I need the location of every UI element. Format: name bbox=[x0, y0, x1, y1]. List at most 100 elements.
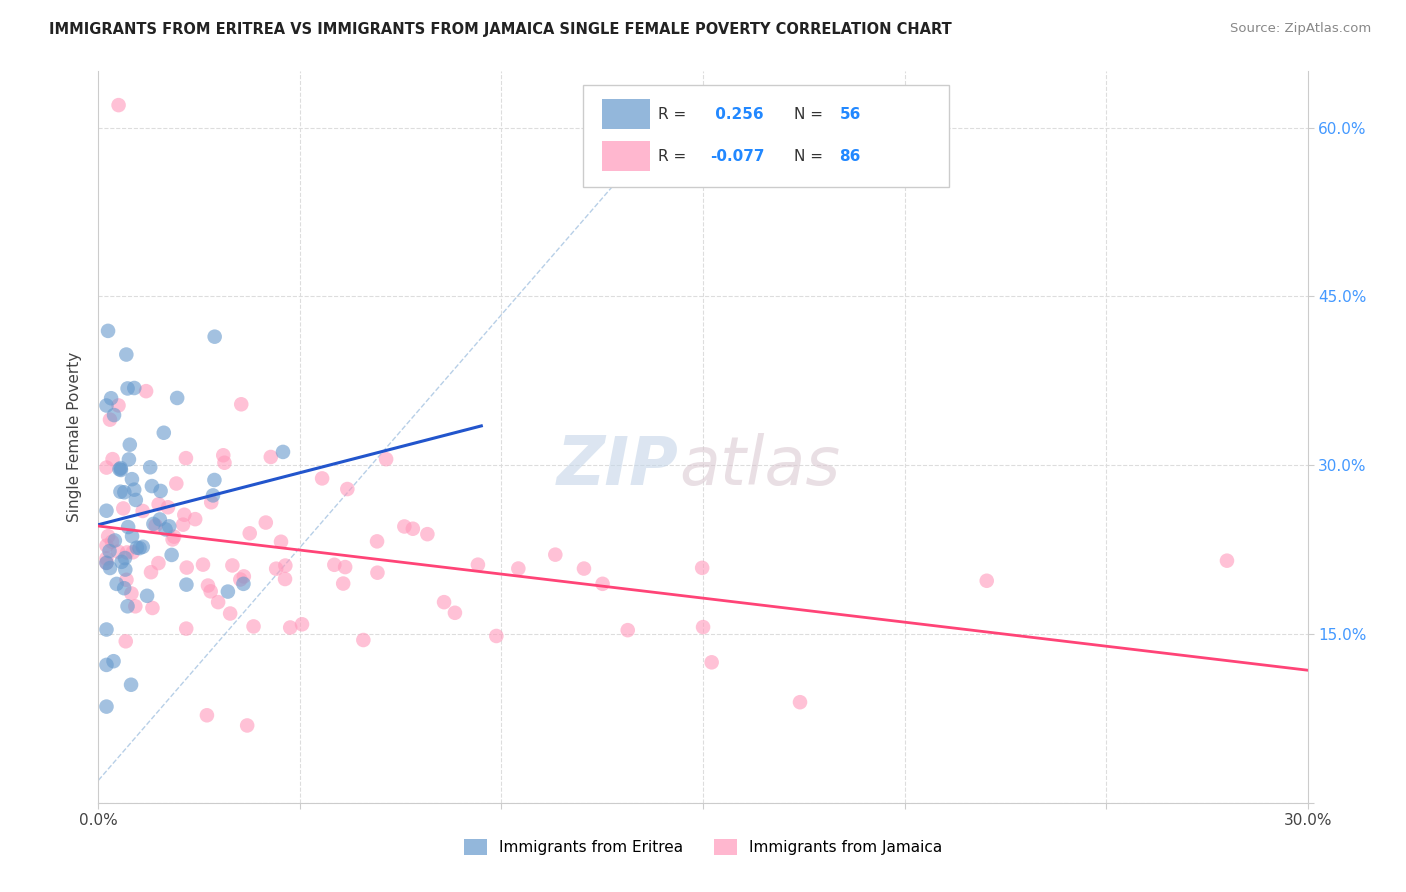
Point bbox=[97, 324, 120, 338]
Point bbox=[204, 329, 226, 343]
Point bbox=[112, 485, 135, 500]
Point bbox=[118, 438, 141, 452]
Point bbox=[145, 518, 167, 533]
Point bbox=[112, 501, 135, 516]
Point bbox=[508, 561, 530, 575]
Point bbox=[139, 460, 162, 475]
Point bbox=[207, 595, 229, 609]
Point bbox=[572, 561, 595, 575]
Point bbox=[260, 450, 283, 464]
Point bbox=[96, 551, 118, 566]
Point bbox=[149, 512, 172, 526]
Point bbox=[122, 381, 145, 395]
Point bbox=[114, 551, 136, 566]
Text: atlas: atlas bbox=[679, 434, 839, 500]
FancyBboxPatch shape bbox=[602, 141, 650, 171]
Point bbox=[402, 522, 425, 536]
Point bbox=[121, 529, 143, 543]
Point bbox=[221, 558, 243, 573]
Point bbox=[101, 452, 124, 467]
Point bbox=[174, 622, 197, 636]
Point bbox=[444, 606, 467, 620]
Point bbox=[375, 452, 398, 467]
Point bbox=[789, 695, 811, 709]
Text: R =: R = bbox=[658, 107, 692, 121]
Text: Source: ZipAtlas.com: Source: ZipAtlas.com bbox=[1230, 22, 1371, 36]
Point bbox=[107, 98, 129, 112]
Point bbox=[416, 527, 439, 541]
Point bbox=[121, 472, 143, 486]
Point bbox=[103, 654, 125, 668]
Point bbox=[264, 562, 287, 576]
Point bbox=[160, 548, 183, 562]
Point bbox=[141, 479, 163, 493]
Point bbox=[96, 504, 118, 518]
Point bbox=[229, 573, 252, 587]
Point bbox=[98, 544, 121, 558]
Point bbox=[278, 620, 301, 634]
Point bbox=[100, 391, 122, 405]
Point bbox=[236, 718, 259, 732]
Point bbox=[110, 484, 132, 499]
Point bbox=[148, 556, 170, 570]
Point bbox=[96, 460, 118, 475]
Point bbox=[142, 516, 165, 531]
Y-axis label: Single Female Poverty: Single Female Poverty bbox=[67, 352, 83, 522]
Point bbox=[101, 534, 124, 549]
Point bbox=[184, 512, 207, 526]
Point bbox=[200, 495, 222, 509]
Point bbox=[166, 391, 188, 405]
Point bbox=[122, 483, 145, 497]
Point bbox=[204, 473, 226, 487]
Point bbox=[165, 476, 187, 491]
Point bbox=[107, 399, 129, 413]
Point bbox=[110, 461, 132, 475]
Point bbox=[232, 577, 254, 591]
Point bbox=[195, 708, 218, 723]
Point bbox=[125, 541, 148, 555]
Point bbox=[110, 555, 132, 569]
Point bbox=[172, 517, 194, 532]
Point bbox=[117, 381, 139, 395]
Point bbox=[96, 539, 118, 553]
Point bbox=[323, 558, 346, 572]
Point bbox=[976, 574, 998, 588]
Point bbox=[544, 548, 567, 562]
Text: ZIP: ZIP bbox=[557, 434, 679, 500]
Point bbox=[104, 533, 127, 548]
Point bbox=[108, 462, 131, 476]
Point bbox=[176, 560, 198, 574]
Point bbox=[125, 492, 148, 507]
Point bbox=[110, 463, 132, 477]
Point bbox=[120, 678, 142, 692]
Point bbox=[333, 560, 356, 574]
Text: -0.077: -0.077 bbox=[710, 149, 765, 163]
Point bbox=[1216, 554, 1239, 568]
Point bbox=[114, 563, 136, 577]
Point bbox=[163, 530, 186, 544]
Point bbox=[121, 545, 143, 559]
Point bbox=[128, 541, 150, 555]
Point bbox=[96, 657, 118, 672]
Point bbox=[96, 556, 118, 570]
Point bbox=[336, 482, 359, 496]
Point bbox=[155, 522, 177, 536]
Point bbox=[141, 601, 163, 615]
FancyBboxPatch shape bbox=[602, 99, 650, 129]
Text: 0.256: 0.256 bbox=[710, 107, 763, 121]
Point bbox=[690, 561, 713, 575]
Text: IMMIGRANTS FROM ERITREA VS IMMIGRANTS FROM JAMAICA SINGLE FEMALE POVERTY CORRELA: IMMIGRANTS FROM ERITREA VS IMMIGRANTS FR… bbox=[49, 22, 952, 37]
Point bbox=[114, 634, 136, 648]
Point bbox=[467, 558, 489, 572]
Point bbox=[366, 566, 388, 580]
Point bbox=[270, 534, 292, 549]
Point bbox=[212, 448, 235, 462]
Point bbox=[232, 569, 254, 583]
Point bbox=[156, 500, 179, 515]
Point bbox=[152, 425, 174, 440]
Point bbox=[352, 633, 374, 648]
Point bbox=[366, 534, 388, 549]
Point bbox=[201, 488, 224, 502]
Point bbox=[139, 565, 162, 579]
Point bbox=[124, 599, 146, 614]
